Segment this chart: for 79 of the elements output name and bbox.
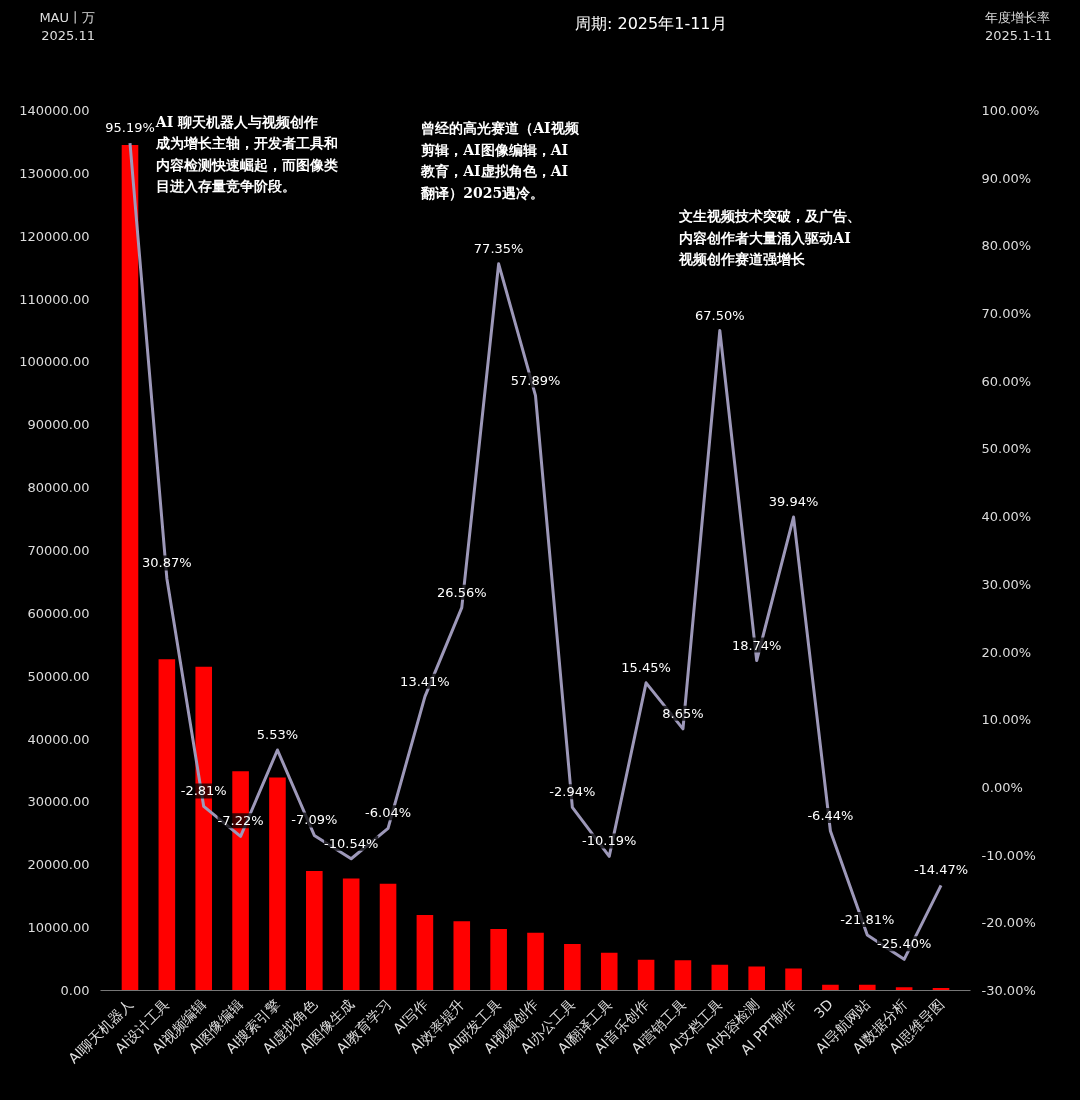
bar [306, 871, 323, 991]
bar [858, 984, 876, 991]
bar [158, 659, 176, 991]
annotation: 文生视频技术突破，及广告、内容创作者大量涌入驱动AI视频创作赛道强增长 [678, 207, 862, 268]
data-label: -25.40% [877, 936, 932, 952]
bar [600, 952, 618, 991]
bar [637, 959, 655, 991]
y-tick-label: 90000.00 [27, 417, 90, 433]
annotation: AI 聊天机器人与视频创作成为增长主轴，开发者工具和内容检测快速崛起，而图像类目进入存量竞争阶段。 [154, 113, 338, 195]
y2-tick-label: 50.00% [981, 441, 1032, 457]
data-label: 57.89% [510, 372, 561, 388]
data-label: -6.44% [807, 808, 854, 824]
data-label: 15.45% [621, 659, 671, 675]
bar [564, 943, 581, 991]
y2-tick-label: 0.00% [981, 779, 1023, 795]
data-label: -7.09% [291, 812, 338, 828]
y-tick-label: 0.00 [60, 983, 90, 998]
bar [674, 960, 692, 991]
y2-tick-label: -20.00% [981, 915, 1036, 931]
bar [895, 987, 913, 991]
bar [379, 883, 397, 991]
y-tick-label: 10000.00 [27, 920, 90, 936]
y-tick-label: 70000.00 [27, 543, 90, 558]
data-label: 18.74% [731, 637, 782, 653]
y-tick-label: 120000.00 [19, 228, 90, 244]
data-label: -10.54% [324, 835, 379, 851]
data-label: 95.19% [105, 120, 155, 136]
y-tick-label: 40000.00 [27, 731, 90, 747]
bar [711, 964, 729, 991]
data-label: 8.65% [662, 705, 704, 721]
y-tick-label: 60000.00 [27, 605, 90, 621]
y-tick-label: 110000.00 [19, 291, 90, 307]
data-label: -6.04% [365, 805, 412, 821]
chart-title: 周期: 2025年1-11月 [575, 13, 727, 35]
y2-tick-label: 30.00% [981, 576, 1032, 592]
data-label: 13.41% [400, 673, 450, 689]
data-label: 67.50% [695, 307, 745, 323]
data-label: 77.35% [473, 240, 524, 256]
y2-tick-label: 90.00% [981, 170, 1032, 186]
data-label: -10.19% [582, 833, 637, 849]
bar [490, 928, 507, 991]
y2-tick-label: 70.00% [981, 306, 1032, 322]
y2-tick-label: 100.00% [981, 103, 1040, 118]
bar [121, 145, 139, 991]
bar [269, 777, 286, 991]
bar [785, 968, 802, 991]
y2-tick-label: 10.00% [981, 712, 1032, 728]
y2-tick-label: -10.00% [981, 847, 1036, 863]
y2-tick-label: -30.00% [981, 983, 1036, 998]
data-label: 26.56% [436, 584, 487, 600]
bar [453, 921, 471, 991]
data-label: 39.94% [768, 494, 819, 510]
y2-axis-title: 年度增长率 2025.1-11 [985, 9, 1052, 46]
y-axis-title: MAU丨万 2025.11 [39, 9, 95, 46]
data-label: -21.81% [840, 912, 895, 928]
y2-tick-label: 20.00% [981, 644, 1032, 660]
data-label: -7.22% [217, 813, 264, 829]
data-label: -14.47% [913, 862, 969, 878]
y-tick-label: 80000.00 [27, 480, 90, 496]
y-tick-label: 100000.00 [19, 354, 90, 370]
y-tick-label: 20000.00 [27, 857, 90, 873]
bar [822, 984, 839, 991]
data-label: -2.81% [180, 783, 227, 799]
data-label: 5.53% [256, 726, 299, 742]
annotation: 曾经的高光赛道（AI视频剪辑，AI图像编辑，AI教育，AI虚拟角色，AI翻译）2025遇冷。 [420, 119, 580, 201]
y2-tick-label: 60.00% [981, 373, 1032, 389]
data-label: 30.87% [142, 555, 192, 571]
data-label: -2.94% [549, 784, 596, 800]
x-tick-label: 3D [810, 995, 837, 1022]
y-tick-label: 50000.00 [27, 668, 90, 684]
y-tick-label: 130000.00 [19, 165, 90, 181]
bar [748, 966, 765, 991]
bar [342, 878, 360, 991]
bar [416, 915, 434, 991]
bar [527, 932, 544, 991]
y2-tick-label: 80.00% [981, 238, 1032, 254]
y-tick-label: 30000.00 [27, 794, 90, 810]
y-tick-label: 140000.00 [19, 103, 90, 118]
y2-tick-label: 40.00% [981, 509, 1032, 525]
